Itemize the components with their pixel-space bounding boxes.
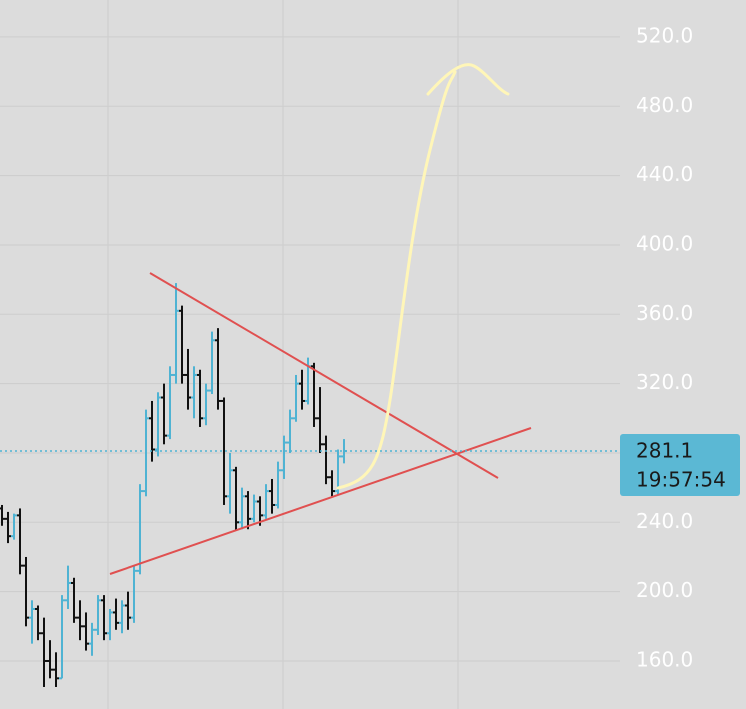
ohlc-bar [281, 435, 287, 479]
ohlc-bar [251, 494, 257, 523]
ohlc-bar [47, 640, 53, 679]
bars [0, 283, 347, 687]
ohlc-bar [77, 600, 83, 641]
trend-line [149, 272, 499, 479]
y-tick-label: 200.0 [636, 578, 693, 602]
ohlc-bar [317, 387, 323, 453]
ohlc-bar [233, 466, 239, 531]
ohlc-bar [161, 383, 167, 445]
ohlc-bar [95, 595, 101, 635]
ohlc-bar [329, 470, 335, 497]
ohlc-bar [203, 383, 209, 426]
ohlc-bar [287, 409, 293, 453]
y-tick-label: 480.0 [636, 93, 693, 117]
ohlc-bar [209, 331, 215, 395]
ohlc-bar [221, 397, 227, 505]
ohlc-bar [125, 591, 131, 630]
ohlc-bar [197, 369, 203, 427]
y-tick-label: 320.0 [636, 370, 693, 394]
drawings [109, 63, 532, 575]
projection-line [426, 63, 510, 96]
ohlc-bar [23, 556, 29, 627]
ohlc-bar [59, 595, 65, 680]
ohlc-bar [0, 504, 5, 526]
ohlc-bar [179, 305, 185, 384]
ohlc-bar [263, 484, 269, 519]
ohlc-bar [41, 617, 47, 687]
ohlc-bar [275, 461, 281, 509]
y-tick-label: 360.0 [636, 301, 693, 325]
ohlc-bar [137, 484, 143, 575]
ohlc-bar [239, 487, 245, 530]
price-axis: 160.0200.0240.0280.0320.0360.0400.0440.0… [636, 23, 693, 671]
ohlc-bar [107, 608, 113, 641]
ohlc-bar [11, 513, 17, 540]
y-tick-label: 160.0 [636, 647, 693, 671]
ohlc-bar [89, 622, 95, 656]
ohlc-bar [257, 496, 263, 526]
ohlc-bar [5, 511, 11, 544]
ohlc-bar [65, 565, 71, 609]
ohlc-bar [17, 508, 23, 575]
ohlc-bar [113, 598, 119, 630]
countdown: 19:57:54 [636, 468, 726, 492]
ohlc-bar [215, 328, 221, 410]
trend-line [109, 427, 532, 575]
ohlc-bar [35, 605, 41, 641]
y-tick-label: 440.0 [636, 162, 693, 186]
ohlc-bar [245, 491, 251, 530]
ohlc-bar [53, 652, 59, 687]
ohlc-bar [101, 595, 107, 641]
y-tick-label: 240.0 [636, 509, 693, 533]
ohlc-bar [143, 409, 149, 497]
ohlc-bar [83, 612, 89, 651]
y-tick-label: 520.0 [636, 23, 693, 47]
price-label-box [620, 434, 740, 497]
ohlc-bar [167, 366, 173, 440]
ohlc-bar [131, 565, 137, 623]
ohlc-bar [299, 369, 305, 410]
grid [0, 0, 620, 709]
ohlc-bar [29, 600, 35, 644]
ohlc-bar [311, 362, 317, 427]
ohlc-bar [269, 478, 275, 514]
y-tick-label: 400.0 [636, 231, 693, 255]
last-price: 281.1 [636, 439, 693, 463]
ohlc-bar [119, 600, 125, 634]
ohlc-bar [191, 366, 197, 419]
ohlc-bar [227, 452, 233, 514]
ohlc-bar [155, 392, 161, 457]
ohlc-bar [323, 435, 329, 485]
projection-line [336, 70, 457, 490]
ohlc-bar [173, 283, 179, 384]
ohlc-bar [293, 374, 299, 422]
ohlc-bar [71, 577, 77, 623]
ohlc-bar [185, 348, 191, 410]
